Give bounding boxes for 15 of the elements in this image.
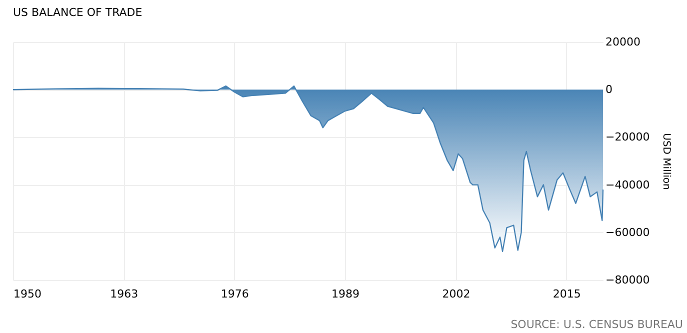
y-tick-label: −40000 [606,178,650,192]
source-note: SOURCE: U.S. CENSUS BUREAU [510,318,683,331]
y-tick-label: 20000 [606,36,640,48]
x-tick-label: 1963 [110,288,138,300]
x-tick-label: 1989 [332,288,360,300]
y-tick-label: 0 [606,83,612,96]
y-tick-label: −20000 [606,130,650,144]
x-tick-label: 1976 [220,288,249,300]
x-tick-label: 2002 [442,288,470,300]
x-tick-label: 2015 [552,288,581,300]
y-tick-label: −80000 [606,274,650,286]
chart-title: US BALANCE OF TRADE [13,6,142,19]
x-tick-label: 1950 [14,288,42,300]
y-axis-title: USD Million [660,133,672,190]
y-tick-label: −60000 [606,226,650,239]
